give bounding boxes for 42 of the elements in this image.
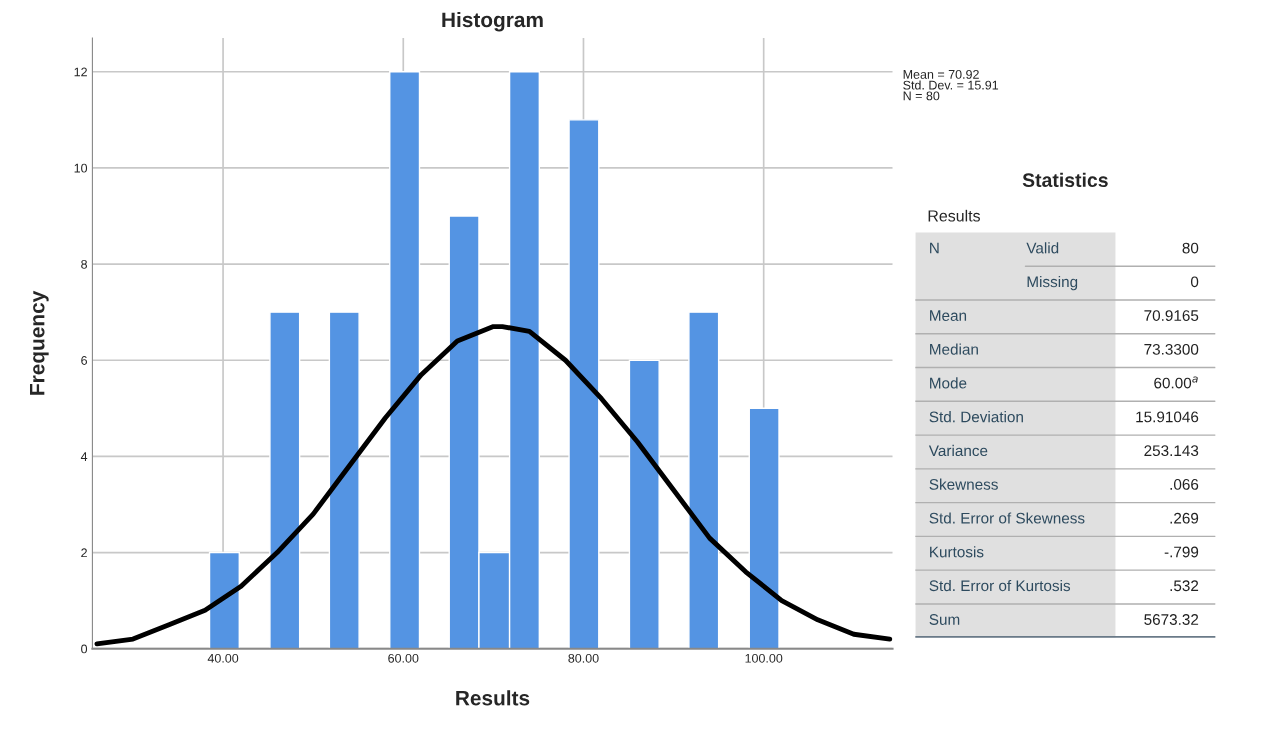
text: N: [930, 242, 939, 254]
text: .532: [1170, 580, 1199, 592]
y-tick-label: 2: [81, 548, 87, 558]
text: Sum: [929, 614, 960, 625]
y-tick-label: 8: [81, 259, 88, 269]
y-tick-label: 0: [81, 644, 88, 654]
text: Std. Error of Kurtosis: [929, 579, 1071, 592]
text: 15.91046: [1136, 411, 1199, 423]
text: .066: [1170, 479, 1199, 490]
y-tick-label: 6: [81, 356, 88, 365]
text: Median: [930, 343, 978, 355]
text: .269: [1170, 512, 1199, 524]
text: 0: [1190, 276, 1199, 288]
text: 73.3300: [1144, 343, 1199, 355]
text: Valid: [1026, 242, 1059, 254]
text: 253.143: [1144, 445, 1199, 457]
x-tick-label: 80.00: [568, 653, 599, 663]
text: Results: [928, 209, 980, 222]
text: Std. Deviation: [929, 411, 1023, 423]
text: Skewness: [929, 478, 998, 490]
x-tick-label: 100.00: [745, 653, 783, 663]
y-axis-title: Frequency: [30, 290, 49, 395]
text: Kurtosis: [930, 546, 984, 558]
text: Mode: [930, 377, 967, 389]
text: 70.9165: [1144, 310, 1199, 321]
text: 5673.32: [1144, 614, 1199, 625]
text: Mean = 70.92 Std. Dev. = 15.91 N = 80: [903, 69, 999, 101]
text: Missing: [1027, 276, 1078, 291]
x-tick-label: 40.00: [207, 653, 239, 663]
x-tick-label: 60.00: [388, 653, 419, 663]
text: 80: [1182, 242, 1199, 254]
x-axis-title: Results: [456, 690, 530, 706]
text: Mean: [930, 310, 967, 321]
y-tick-label: 4: [80, 452, 88, 461]
text: 60.00$^{a}$: [1154, 376, 1198, 389]
text: -.799: [1164, 546, 1199, 558]
text: Statistics: [1022, 172, 1108, 188]
text: Variance: [928, 444, 988, 457]
chart-title: Histogram: [442, 11, 543, 32]
y-tick-label: 10: [74, 163, 88, 173]
y-tick-label: 12: [74, 67, 87, 77]
text: Std. Error of Skewness: [929, 512, 1085, 524]
